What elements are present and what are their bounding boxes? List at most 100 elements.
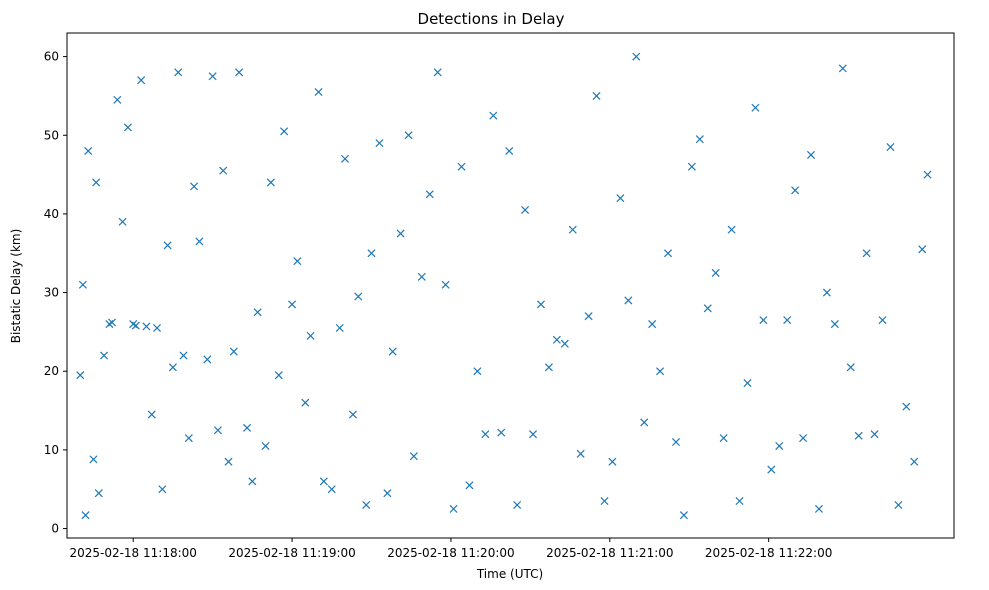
data-point xyxy=(235,68,244,77)
y-tick-label: 0 xyxy=(51,522,59,536)
data-point xyxy=(367,249,376,258)
data-point xyxy=(846,363,855,372)
data-point xyxy=(179,351,188,360)
data-point xyxy=(767,465,776,474)
data-point xyxy=(632,52,641,61)
data-point xyxy=(224,457,233,466)
data-point xyxy=(168,363,177,372)
data-point xyxy=(314,87,323,97)
y-tick-label: 40 xyxy=(44,207,59,221)
data-point xyxy=(229,347,238,356)
data-point xyxy=(775,441,784,450)
data-point xyxy=(751,103,760,112)
data-point xyxy=(131,321,140,330)
data-point xyxy=(783,316,792,325)
data-point xyxy=(190,182,199,191)
data-point xyxy=(616,194,625,203)
data-point xyxy=(481,430,490,439)
data-point xyxy=(288,300,297,309)
data-point xyxy=(648,320,657,329)
data-point xyxy=(301,398,310,407)
data-point xyxy=(497,428,506,437)
data-point xyxy=(354,292,363,301)
data-point xyxy=(94,489,103,498)
data-point xyxy=(404,131,413,140)
x-tick-label: 2025-02-18 11:18:00 xyxy=(69,546,196,560)
data-point xyxy=(902,402,911,411)
data-point xyxy=(830,320,839,329)
data-point xyxy=(248,477,257,486)
data-point xyxy=(425,190,434,199)
y-axis: 0 10 20 30 40 50 60 xyxy=(44,50,67,536)
y-tick-label: 50 xyxy=(44,128,59,142)
data-point xyxy=(113,95,122,104)
data-point xyxy=(727,225,736,234)
data-point xyxy=(174,68,183,77)
data-point xyxy=(89,455,98,464)
data-point xyxy=(814,504,823,513)
x-axis: 2025-02-18 11:18:00 2025-02-18 11:19:00 20… xyxy=(69,538,832,560)
data-point xyxy=(544,363,553,372)
x-tick-label: 2025-02-18 11:21:00 xyxy=(546,546,673,560)
data-point xyxy=(81,511,90,520)
x-tick-label: 2025-02-18 11:19:00 xyxy=(228,546,355,560)
data-point xyxy=(208,72,217,81)
data-point xyxy=(735,497,744,506)
data-point xyxy=(576,449,585,458)
data-point xyxy=(600,497,609,506)
data-point xyxy=(195,237,204,246)
data-point xyxy=(528,430,538,439)
x-axis-label: Time (UTC) xyxy=(476,567,543,581)
data-point xyxy=(340,154,350,163)
data-point xyxy=(806,150,816,159)
chart-title: Detections in Delay xyxy=(418,10,565,28)
data-point xyxy=(383,489,392,498)
data-point xyxy=(137,76,146,85)
data-point xyxy=(703,304,712,313)
data-point xyxy=(671,438,681,447)
data-point xyxy=(219,166,228,175)
data-point xyxy=(417,272,426,281)
data-point xyxy=(759,316,768,325)
data-point xyxy=(306,331,315,340)
data-point xyxy=(679,511,688,520)
data-point xyxy=(253,308,262,317)
data-point xyxy=(560,339,569,348)
data-point xyxy=(84,146,93,156)
data-point xyxy=(76,371,85,380)
data-point xyxy=(608,457,617,466)
data-point xyxy=(243,423,252,432)
data-point xyxy=(123,123,132,132)
data-point xyxy=(348,410,357,419)
data-point xyxy=(107,318,117,327)
data-point xyxy=(505,146,514,156)
data-point xyxy=(743,379,752,388)
data-point xyxy=(854,431,863,440)
data-point xyxy=(711,268,720,277)
data-point xyxy=(719,434,728,443)
data-point xyxy=(886,143,895,152)
data-point xyxy=(92,178,101,187)
y-tick-label: 20 xyxy=(44,364,59,378)
data-point xyxy=(375,139,384,148)
data-point xyxy=(118,217,127,226)
data-point xyxy=(396,229,405,238)
data-point xyxy=(327,485,336,494)
data-point xyxy=(799,434,808,443)
data-point xyxy=(624,296,633,305)
data-point xyxy=(656,367,665,376)
plot-frame xyxy=(66,32,955,539)
data-point xyxy=(433,68,442,77)
data-point xyxy=(878,316,887,325)
y-tick-label: 30 xyxy=(44,286,59,300)
data-point xyxy=(489,111,498,120)
data-point xyxy=(552,335,561,344)
data-point xyxy=(203,355,212,364)
data-point xyxy=(388,347,397,356)
data-point xyxy=(163,241,172,250)
x-tick-label: 2025-02-18 11:20:00 xyxy=(387,546,514,560)
data-point xyxy=(862,249,871,258)
data-point xyxy=(910,457,919,466)
data-point xyxy=(274,371,283,380)
